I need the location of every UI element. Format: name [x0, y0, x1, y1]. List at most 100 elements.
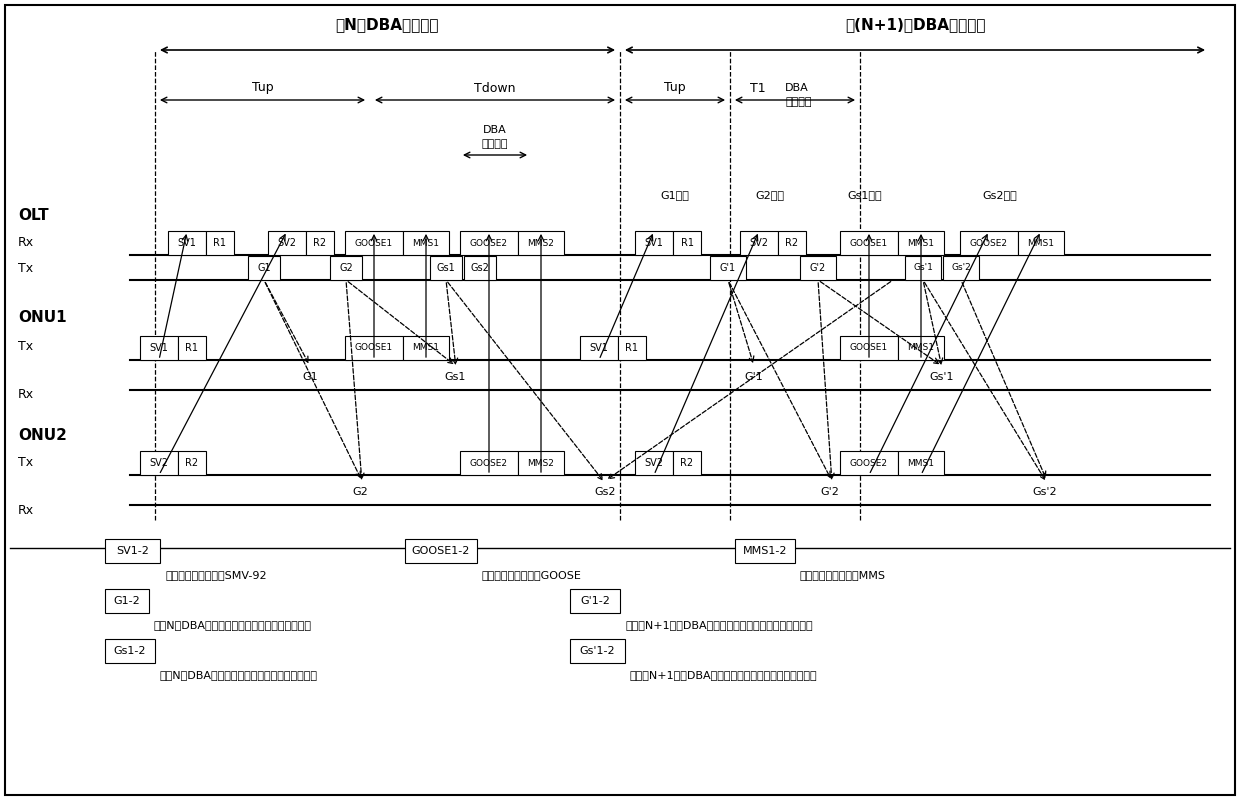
Text: ：高优先级数据，如SMV-92: ：高优先级数据，如SMV-92 [165, 570, 267, 580]
Bar [330, 256, 362, 280]
Bar [405, 539, 477, 563]
Text: SV2: SV2 [150, 458, 169, 468]
Text: Gs'1-2: Gs'1-2 [579, 646, 615, 656]
Text: GOOSE2: GOOSE2 [470, 238, 508, 247]
Text: 第(N+1)个DBA轮询周期: 第(N+1)个DBA轮询周期 [844, 18, 986, 33]
Text: G2窗口: G2窗口 [755, 190, 785, 200]
Text: DBA: DBA [785, 83, 808, 93]
Bar [518, 451, 564, 475]
Text: R2: R2 [681, 458, 693, 468]
Text: Gs1: Gs1 [444, 372, 466, 382]
Text: ：第（N+1）个DBA周期内第一次高优先级带宽授权报文: ：第（N+1）个DBA周期内第一次高优先级带宽授权报文 [625, 620, 812, 630]
Text: G'1: G'1 [720, 263, 737, 273]
Text: SV1: SV1 [589, 343, 609, 353]
Text: Tx: Tx [19, 262, 33, 274]
Bar [673, 231, 701, 255]
Bar [105, 639, 155, 663]
Bar [839, 231, 898, 255]
Text: G'1: G'1 [745, 372, 764, 382]
Text: Tup: Tup [665, 82, 686, 94]
Text: Rx: Rx [19, 389, 35, 402]
Text: MMS1: MMS1 [1028, 238, 1054, 247]
Text: R1: R1 [681, 238, 693, 248]
Text: Rx: Rx [19, 503, 35, 517]
Text: 计算时间: 计算时间 [785, 97, 811, 107]
Text: T1: T1 [750, 82, 765, 94]
Bar [711, 256, 746, 280]
Bar [942, 256, 980, 280]
Bar [1018, 231, 1064, 255]
Text: SV1: SV1 [177, 238, 196, 248]
Bar [140, 451, 179, 475]
Text: GOOSE2: GOOSE2 [849, 458, 888, 467]
Text: ：第N个DBA周期内第二次低优先级带宽授权报文: ：第N个DBA周期内第二次低优先级带宽授权报文 [160, 670, 317, 680]
Bar [777, 231, 806, 255]
Text: Gs1窗口: Gs1窗口 [848, 190, 883, 200]
Text: ：低优先级数据，如MMS: ：低优先级数据，如MMS [800, 570, 887, 580]
Text: Tdown: Tdown [474, 82, 516, 94]
Bar [403, 336, 449, 360]
Bar [839, 336, 898, 360]
Bar [635, 451, 673, 475]
Text: ONU2: ONU2 [19, 427, 67, 442]
Text: Gs'2: Gs'2 [951, 263, 971, 273]
Bar [518, 231, 564, 255]
Bar [179, 451, 206, 475]
Bar [403, 231, 449, 255]
Text: GOOSE1-2: GOOSE1-2 [412, 546, 470, 556]
Text: SV1: SV1 [645, 238, 663, 248]
Text: R1: R1 [625, 343, 639, 353]
Text: SV1: SV1 [150, 343, 169, 353]
Text: ：中优先级数据，如GOOSE: ：中优先级数据，如GOOSE [482, 570, 582, 580]
Text: Gs2窗口: Gs2窗口 [982, 190, 1017, 200]
Text: Rx: Rx [19, 235, 35, 249]
Bar [960, 231, 1018, 255]
Bar [905, 256, 941, 280]
Text: Gs'2: Gs'2 [1033, 487, 1058, 497]
Text: SV2: SV2 [278, 238, 296, 248]
Text: G1-2: G1-2 [114, 596, 140, 606]
Bar [460, 451, 518, 475]
Text: G'1-2: G'1-2 [580, 596, 610, 606]
Text: G1: G1 [257, 263, 270, 273]
Bar [898, 231, 944, 255]
Text: GOOSE1: GOOSE1 [849, 238, 888, 247]
Bar [464, 256, 496, 280]
Text: R2: R2 [785, 238, 799, 248]
Text: ：第（N+1）个DBA周期内第二次低优先级带宽授权报文: ：第（N+1）个DBA周期内第二次低优先级带宽授权报文 [630, 670, 817, 680]
Text: Gs'1: Gs'1 [913, 263, 932, 273]
Text: GOOSE1: GOOSE1 [355, 238, 393, 247]
Bar [430, 256, 463, 280]
Text: DBA: DBA [484, 125, 507, 135]
Text: MMS1: MMS1 [413, 343, 439, 353]
Bar [345, 231, 403, 255]
Bar [206, 231, 234, 255]
Bar [618, 336, 646, 360]
Text: G1: G1 [303, 372, 317, 382]
Text: Gs2: Gs2 [470, 263, 490, 273]
Text: MMS1-2: MMS1-2 [743, 546, 787, 556]
Text: G'2: G'2 [810, 263, 826, 273]
Text: ONU1: ONU1 [19, 310, 67, 326]
Bar [580, 336, 618, 360]
Bar [248, 256, 280, 280]
Bar [179, 336, 206, 360]
Bar [306, 231, 334, 255]
Text: G2: G2 [352, 487, 368, 497]
Bar [105, 589, 149, 613]
Bar [167, 231, 206, 255]
Text: Gs'1: Gs'1 [930, 372, 955, 382]
Bar [105, 539, 160, 563]
Bar [898, 451, 944, 475]
Text: GOOSE1: GOOSE1 [849, 343, 888, 353]
Text: GOOSE2: GOOSE2 [470, 458, 508, 467]
Bar [898, 336, 944, 360]
Text: R1: R1 [186, 343, 198, 353]
Bar [740, 231, 777, 255]
Text: MMS1: MMS1 [908, 458, 935, 467]
Text: MMS1: MMS1 [908, 343, 935, 353]
Text: R2: R2 [314, 238, 326, 248]
Text: G2: G2 [339, 263, 353, 273]
Text: MMS1: MMS1 [413, 238, 439, 247]
Bar [673, 451, 701, 475]
